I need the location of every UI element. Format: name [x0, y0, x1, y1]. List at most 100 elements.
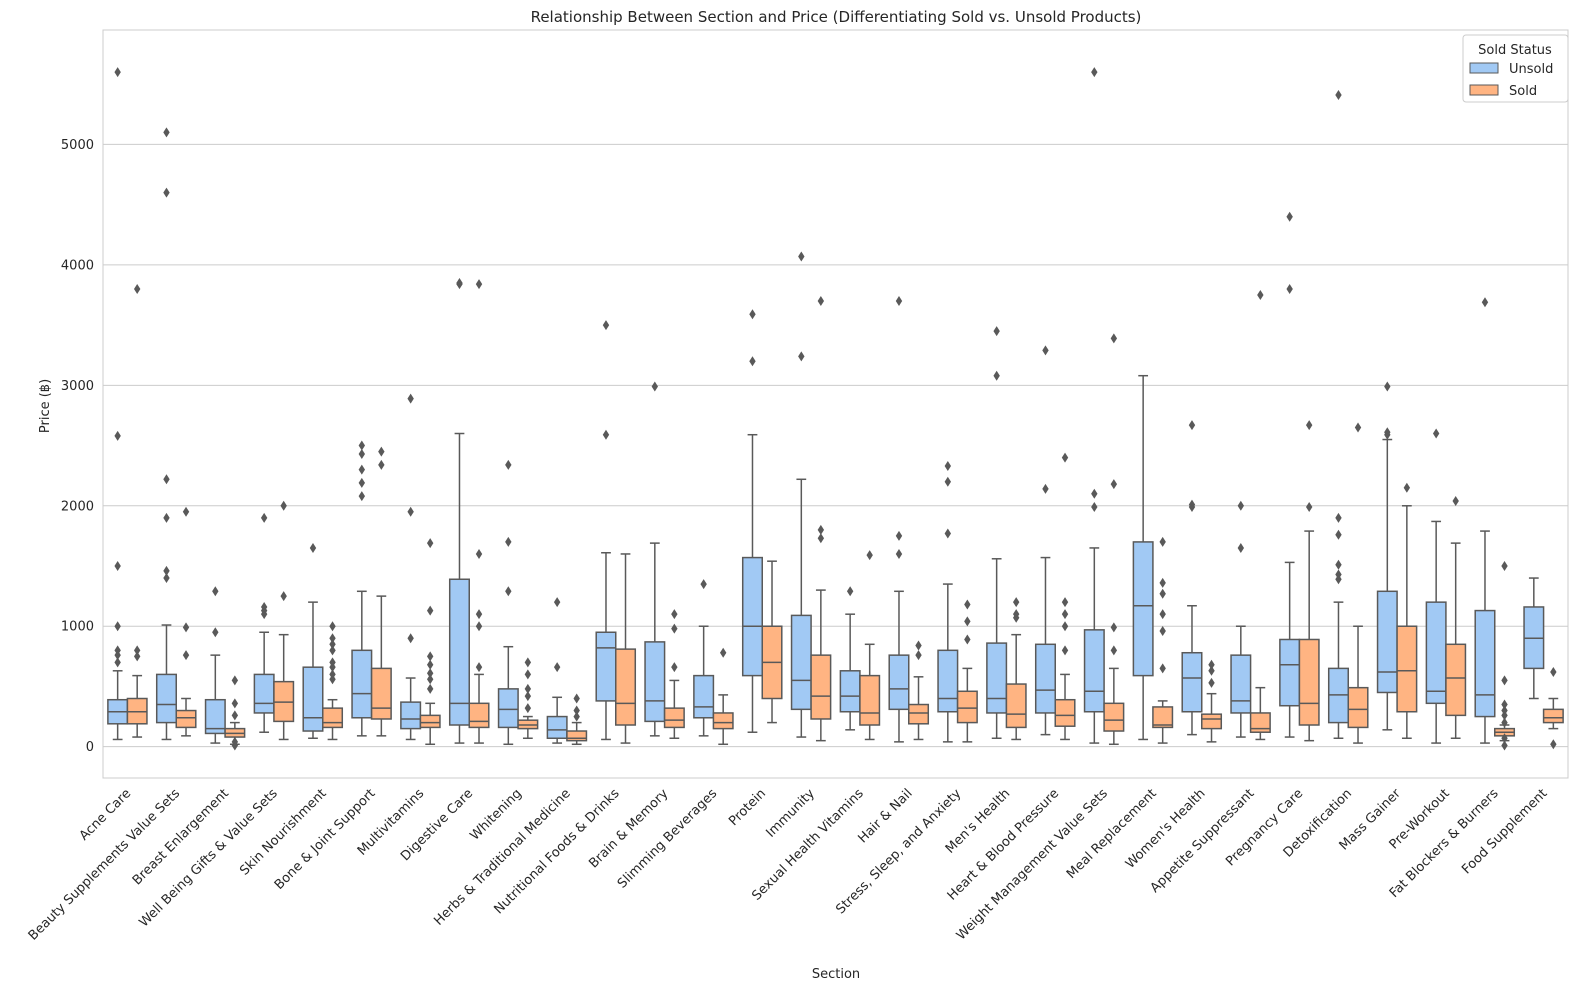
box-iqr — [302, 666, 324, 732]
outlier-point — [1354, 422, 1362, 433]
outlier-point — [1061, 645, 1069, 656]
outlier-point — [993, 326, 1000, 337]
outlier-point — [524, 703, 532, 714]
box-iqr — [1347, 686, 1369, 729]
box-unsold — [1034, 345, 1057, 736]
box-iqr — [1249, 712, 1271, 733]
box-sold — [810, 296, 832, 742]
outlier-point — [426, 668, 434, 679]
outlier-point — [182, 506, 190, 517]
outlier-point — [407, 393, 414, 404]
outlier-point — [866, 550, 873, 561]
outlier-point — [407, 506, 414, 517]
outlier-point — [358, 448, 366, 459]
box-iqr — [497, 688, 519, 729]
outlier-point — [1501, 740, 1508, 751]
box-iqr — [859, 674, 881, 726]
outlier-point — [1012, 609, 1020, 620]
outlier-point — [505, 459, 512, 470]
outlier-point — [182, 650, 190, 661]
legend: Sold Status Unsold Sold — [1462, 34, 1569, 103]
outlier-point — [817, 524, 825, 535]
outlier-point — [573, 705, 580, 716]
box-unsold — [448, 277, 471, 744]
box-sold — [663, 609, 685, 740]
outlier-point — [602, 320, 610, 331]
y-tick-label: 0 — [86, 740, 94, 755]
box-sold — [224, 675, 246, 751]
outlier-point — [553, 597, 561, 608]
box-unsold — [1425, 428, 1447, 744]
box-unsold — [546, 597, 568, 744]
y-tick-label: 3000 — [61, 379, 94, 394]
box-iqr — [253, 673, 275, 714]
box-iqr — [956, 690, 978, 724]
outlier-point — [719, 647, 727, 658]
x-tick-label: Skin Nourishment — [237, 786, 329, 878]
box-sold — [1005, 597, 1027, 741]
outlier-point — [133, 283, 141, 294]
outlier-point — [798, 351, 805, 362]
outlier-point — [1091, 488, 1098, 499]
outlier-point — [798, 251, 805, 262]
chart-title: Relationship Between Section and Price (… — [531, 8, 1142, 26]
box-iqr — [663, 707, 685, 729]
box-iqr — [1279, 638, 1301, 707]
outlier-point — [553, 662, 561, 673]
box-sold — [175, 506, 197, 737]
box-iqr — [712, 712, 734, 730]
box-iqr — [1132, 541, 1154, 677]
box-sold — [956, 599, 978, 743]
outlier-point — [964, 616, 971, 627]
outlier-point — [1335, 559, 1342, 570]
outlier-point — [944, 461, 952, 472]
outlier-point — [1159, 609, 1166, 620]
box-unsold — [1132, 374, 1154, 741]
outlier-point — [1432, 428, 1440, 439]
box-unsold — [790, 251, 812, 738]
outlier-point — [1550, 667, 1557, 678]
outlier-point — [1384, 427, 1391, 438]
box-iqr — [741, 556, 764, 677]
outlier-point — [114, 645, 121, 656]
outlier-point — [915, 650, 922, 661]
box-unsold — [400, 393, 422, 741]
box-iqr — [693, 674, 715, 719]
box-sold — [370, 446, 392, 737]
y-tick-label: 1000 — [61, 620, 94, 635]
x-tick-label: Slimming Beverages — [615, 786, 721, 892]
outlier-point — [358, 491, 366, 502]
box-unsold — [1230, 500, 1252, 738]
box-iqr — [810, 654, 832, 720]
box-iqr — [839, 670, 861, 713]
outlier-point — [1286, 211, 1293, 222]
box-iqr — [1376, 590, 1398, 694]
outlier-point — [329, 621, 336, 632]
legend-title: Sold Status — [1478, 43, 1552, 58]
outlier-point — [1208, 677, 1215, 688]
box-sold — [1103, 333, 1125, 746]
outlier-point — [817, 533, 825, 544]
outlier-point — [1042, 483, 1049, 494]
outlier-point — [329, 657, 336, 668]
outlier-point — [1481, 297, 1489, 308]
legend-swatch-sold — [1469, 84, 1499, 96]
outlier-point — [475, 609, 483, 620]
box-sold — [859, 550, 881, 741]
outlier-point — [182, 622, 190, 633]
box-iqr — [1425, 601, 1447, 705]
box-unsold — [1523, 577, 1545, 700]
box-iqr — [1034, 643, 1057, 714]
outlier-point — [280, 500, 287, 511]
box-unsold — [107, 67, 129, 741]
outlier-point — [426, 683, 434, 694]
box-sold — [1298, 420, 1320, 742]
outlier-point — [1403, 482, 1411, 493]
box-iqr — [1005, 683, 1027, 729]
box-unsold — [302, 542, 324, 740]
outlier-point — [1452, 495, 1459, 506]
box-iqr — [546, 715, 568, 740]
box-iqr — [370, 667, 392, 720]
outlier-point — [749, 309, 756, 320]
outlier-point — [260, 512, 268, 523]
